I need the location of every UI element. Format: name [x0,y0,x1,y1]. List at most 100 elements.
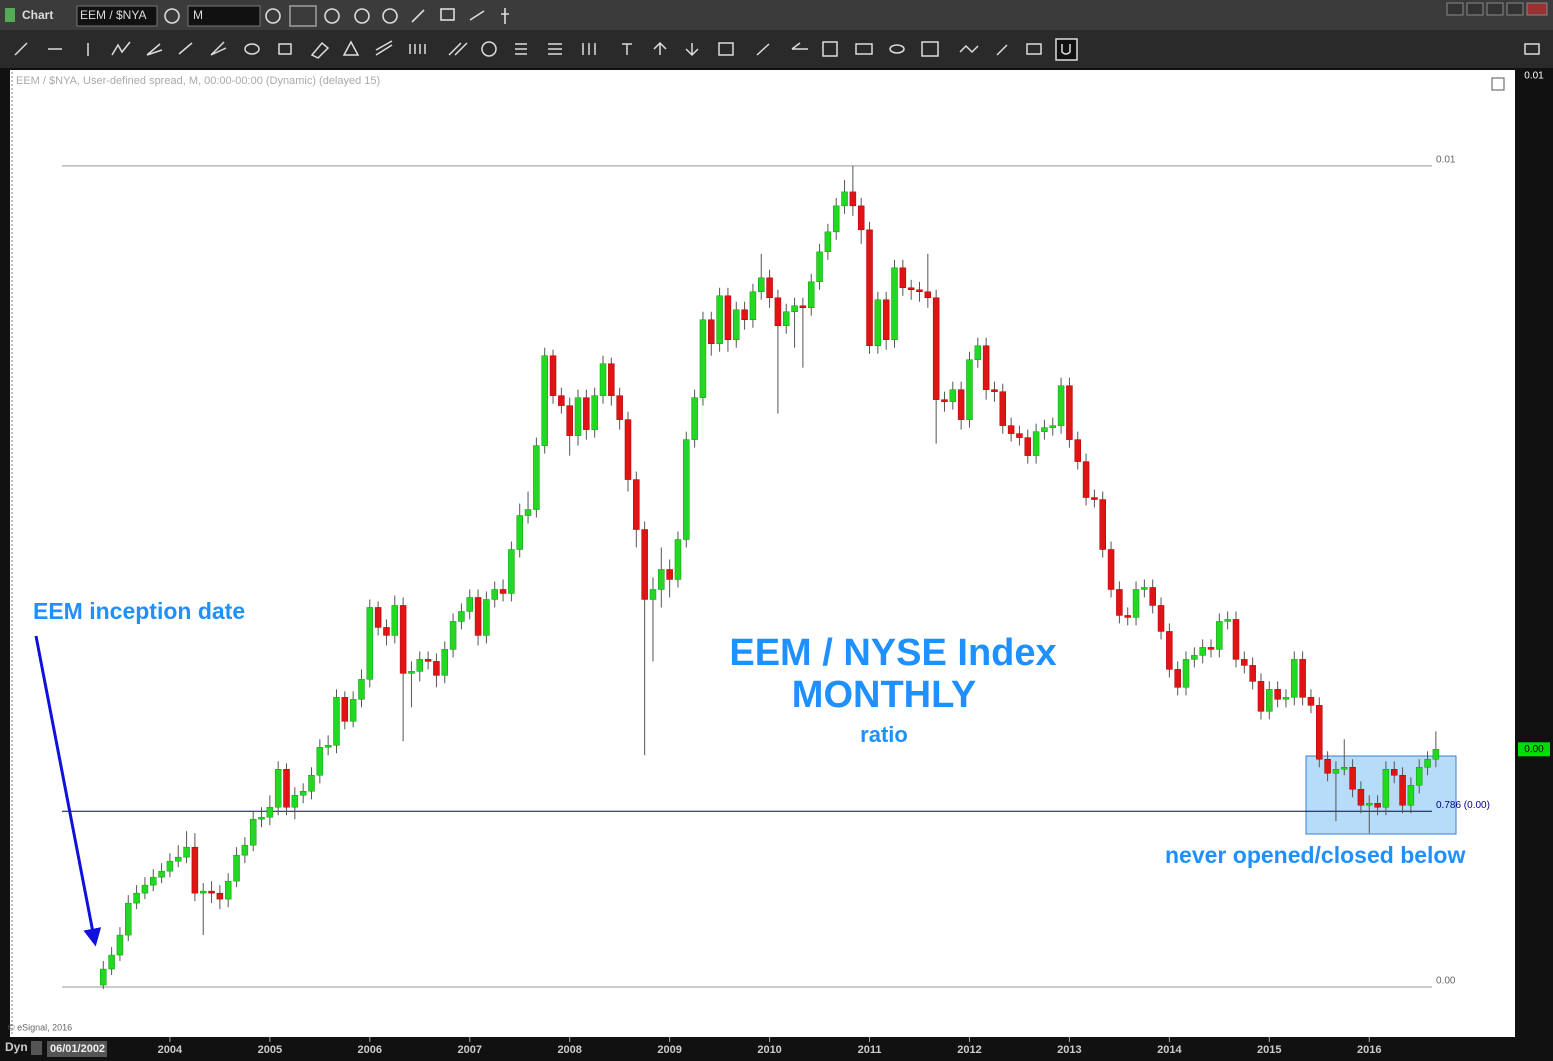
price-tag [1518,742,1550,757]
candle-body [241,844,249,856]
candle-body [233,854,240,882]
candle-body [183,846,190,858]
candle-body [1432,749,1440,760]
candle-body [658,569,665,590]
window-buttons[interactable] [1446,2,1548,16]
candle-body [224,880,232,900]
candle-body [1157,605,1165,632]
x-tick-label: 2008 [557,1044,581,1056]
candle-body [874,299,882,346]
candle-body [441,649,449,676]
candle-body [741,309,748,320]
candle-body [1049,425,1057,428]
candle-body [774,297,782,326]
candle-body [832,205,840,233]
candle-body [683,439,690,540]
candle-body [324,745,332,748]
candle-body [1241,659,1248,666]
candle-body [1341,767,1348,770]
x-tick-label: 2004 [158,1044,183,1056]
candle-body [116,934,124,956]
candle-body [558,395,565,406]
candle-body [249,818,257,846]
candle-body [941,399,948,402]
candle-body [1324,759,1331,774]
candle-body [208,890,215,894]
candle-body [258,816,265,820]
drawing-tools[interactable] [14,38,1540,61]
candle-body [374,607,382,628]
annotation-arrow [34,635,102,947]
candle-body [133,892,140,904]
candle-body [1274,689,1281,700]
price-tag-label: 0.00 [1524,744,1544,755]
candle-body [533,445,540,510]
x-tick-label: 2006 [358,1044,382,1056]
candle-body [1182,659,1190,688]
candle-body [699,319,707,398]
candle-body [166,860,174,872]
candle-body [1057,385,1065,426]
candle-body [924,291,932,299]
candle-body [100,968,107,986]
candle-body [907,287,915,291]
candle-body [1116,589,1123,616]
candle-body [782,311,790,326]
candle-body [283,769,290,808]
candle-body [1291,659,1298,698]
mode-button[interactable] [31,1041,42,1055]
candle-body [799,305,807,309]
candle-body [1132,589,1140,618]
x-tick-label: 2015 [1257,1044,1281,1056]
candle-body [949,389,957,402]
interval-box[interactable] [187,5,261,27]
start-date: 06/01/2002 [50,1043,105,1055]
candle-body [449,621,457,650]
toolbar-icons[interactable] [164,5,509,27]
x-tick-label: 2016 [1357,1044,1381,1056]
candle-body [1041,427,1048,432]
candle-body [1224,619,1231,622]
candle-body [516,515,523,550]
candle-body [333,697,340,746]
reference-label: 0.786 (0.00) [1436,800,1490,811]
candle-body [957,389,965,420]
candle-body [1282,697,1290,700]
interval: M [193,8,203,22]
candle-body [199,890,207,894]
symbol-box[interactable] [76,5,158,27]
candle-body [174,856,182,862]
candle-body [158,870,165,878]
candle-body [399,605,407,674]
restore-icon[interactable] [1491,77,1505,91]
candle-body [125,902,132,936]
candle-body [841,191,848,207]
candle-body [708,319,715,344]
y-tick-label: 0.01 [1436,155,1456,166]
candle-body [966,359,973,420]
candle-body [666,569,673,580]
candle-body [1316,705,1323,760]
candle-body [566,405,573,436]
candle-body [508,549,515,594]
candle-body [524,509,532,516]
x-tick-label: 2005 [258,1044,282,1056]
candle-body [691,397,698,440]
price-tag-label: 0.01 [1524,71,1544,82]
candle-body [1216,621,1223,650]
candle-body [891,267,898,340]
candle-body [349,699,357,722]
candle-body [424,659,432,662]
candle-body [1382,769,1390,808]
candle-body [849,191,857,207]
candle-body [433,661,440,676]
candle-body [483,599,490,636]
candle-body [807,281,815,309]
candle-body [991,389,998,392]
candle-body [1390,769,1398,776]
candle-body [932,297,940,400]
candle-body [1249,665,1256,682]
x-tick-label: 2014 [1157,1044,1182,1056]
